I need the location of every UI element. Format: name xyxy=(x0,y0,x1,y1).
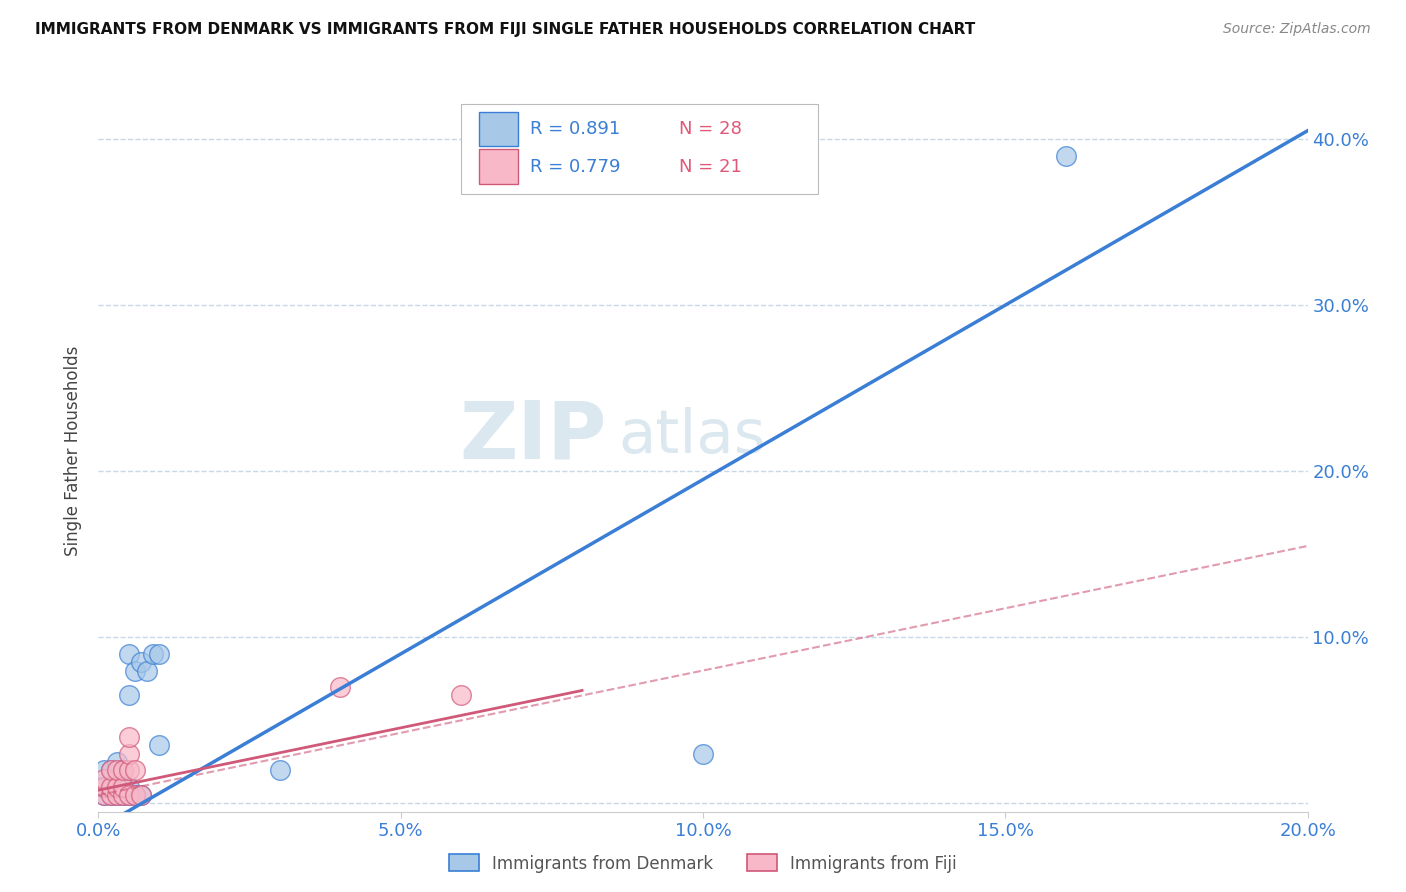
Point xyxy=(100,788,122,802)
Point xyxy=(111,780,134,794)
Point xyxy=(118,730,141,744)
Point xyxy=(93,780,115,794)
Point xyxy=(111,788,134,802)
Point xyxy=(105,788,128,802)
Point xyxy=(124,788,146,802)
Point xyxy=(111,763,134,777)
Point xyxy=(100,780,122,794)
Text: atlas: atlas xyxy=(619,407,766,466)
Text: IMMIGRANTS FROM DENMARK VS IMMIGRANTS FROM FIJI SINGLE FATHER HOUSEHOLDS CORRELA: IMMIGRANTS FROM DENMARK VS IMMIGRANTS FR… xyxy=(35,22,976,37)
Y-axis label: Single Father Households: Single Father Households xyxy=(65,345,83,556)
Point xyxy=(118,788,141,802)
Point xyxy=(100,780,122,794)
Point xyxy=(148,739,170,753)
Point xyxy=(93,780,115,794)
Point xyxy=(692,747,714,761)
Point xyxy=(93,772,115,786)
Point xyxy=(105,763,128,777)
FancyBboxPatch shape xyxy=(479,149,517,184)
Text: ZIP: ZIP xyxy=(458,397,606,475)
Point xyxy=(124,788,146,802)
Point xyxy=(118,647,141,661)
Point xyxy=(105,772,128,786)
Point xyxy=(118,763,141,777)
Point xyxy=(105,780,128,794)
Point xyxy=(93,763,115,777)
Point xyxy=(142,647,165,661)
Point xyxy=(129,788,152,802)
Text: N = 21: N = 21 xyxy=(679,158,742,176)
Point xyxy=(118,780,141,794)
Point xyxy=(124,763,146,777)
Point xyxy=(111,780,134,794)
Point xyxy=(105,788,128,802)
Point xyxy=(105,780,128,794)
Text: Source: ZipAtlas.com: Source: ZipAtlas.com xyxy=(1223,22,1371,37)
Point xyxy=(105,755,128,769)
Text: R = 0.891: R = 0.891 xyxy=(530,120,620,138)
Point xyxy=(118,788,141,802)
Point xyxy=(329,680,352,694)
Legend: Immigrants from Denmark, Immigrants from Fiji: Immigrants from Denmark, Immigrants from… xyxy=(443,847,963,880)
Point xyxy=(111,788,134,802)
Point xyxy=(129,655,152,669)
Point xyxy=(269,763,291,777)
Text: R = 0.779: R = 0.779 xyxy=(530,158,620,176)
Point xyxy=(93,788,115,802)
Point xyxy=(111,763,134,777)
Point xyxy=(118,747,141,761)
Point xyxy=(93,788,115,802)
Point xyxy=(135,664,157,678)
FancyBboxPatch shape xyxy=(479,112,517,146)
Point xyxy=(148,647,170,661)
Point xyxy=(100,788,122,802)
Point xyxy=(129,788,152,802)
Point xyxy=(1054,148,1077,162)
Point xyxy=(118,689,141,703)
FancyBboxPatch shape xyxy=(461,103,818,194)
Text: N = 28: N = 28 xyxy=(679,120,742,138)
Point xyxy=(100,763,122,777)
Point xyxy=(124,664,146,678)
Point xyxy=(450,689,472,703)
Point xyxy=(100,763,122,777)
